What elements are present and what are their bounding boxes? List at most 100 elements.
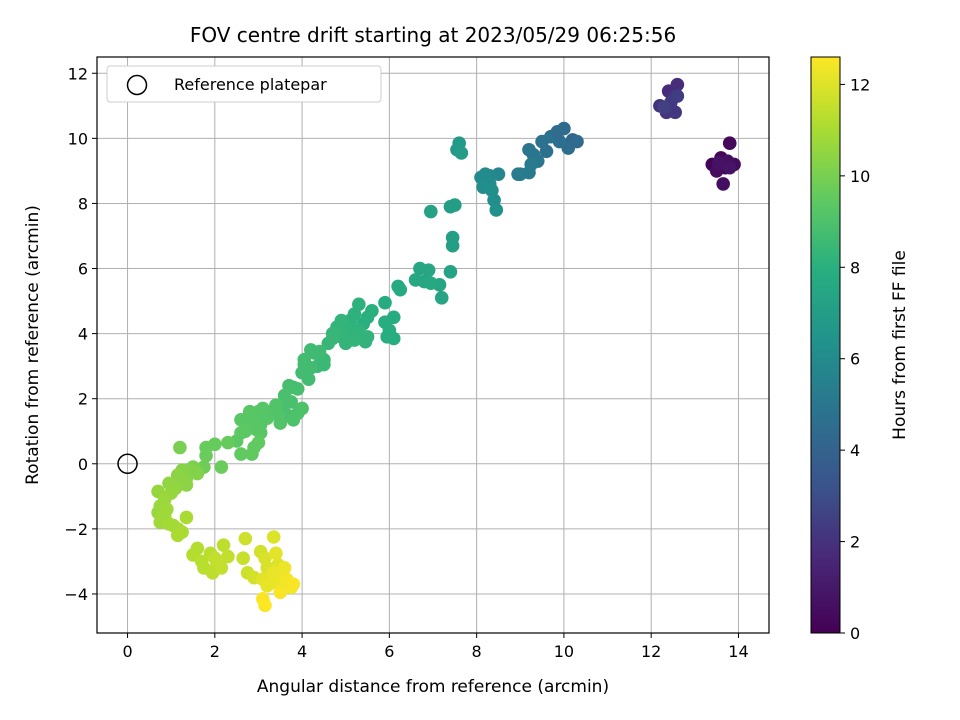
y-tick-label: 0	[78, 455, 88, 474]
y-tick-label: 8	[78, 194, 88, 213]
data-point	[524, 157, 538, 172]
data-point	[214, 561, 229, 575]
colorbar-tick-label: 10	[850, 167, 870, 186]
colorbar-ticks: 0 2 4 6 8 10 12	[840, 75, 870, 643]
y-tick-label: −2	[64, 520, 88, 539]
legend: Reference platepar	[106, 65, 382, 103]
chart-title: FOV centre drift starting at 2023/05/29 …	[190, 23, 676, 47]
x-tick-label: 14	[728, 642, 748, 661]
data-point	[301, 372, 316, 386]
legend-box	[106, 65, 382, 103]
data-point	[317, 357, 331, 372]
data-point	[251, 435, 266, 450]
data-point	[443, 199, 458, 214]
data-point	[173, 440, 187, 455]
data-point	[485, 183, 499, 198]
x-tick-label: 2	[210, 642, 220, 661]
colorbar-tick-label: 2	[850, 533, 860, 552]
data-point	[266, 565, 281, 580]
data-point	[216, 538, 231, 552]
colorbar-tick-label: 4	[850, 441, 860, 460]
reference-marker-group	[117, 453, 138, 475]
data-point	[245, 447, 259, 461]
colorbar-tick-label: 0	[850, 624, 860, 643]
data-point	[221, 435, 235, 450]
data-point	[179, 510, 194, 525]
data-point	[325, 331, 340, 346]
data-point	[269, 546, 283, 561]
data-point	[443, 264, 458, 279]
legend-label-reference: Reference platepar	[174, 75, 327, 94]
data-point	[424, 276, 438, 290]
data-point	[238, 531, 253, 546]
x-axis-ticks: 0 2 4 6 8 10 12 14	[122, 633, 749, 661]
x-tick-label: 6	[384, 642, 394, 661]
data-point	[273, 416, 288, 430]
data-point	[234, 447, 248, 461]
data-point	[179, 478, 194, 492]
data-point	[408, 273, 423, 287]
x-tick-label: 0	[122, 642, 132, 661]
y-tick-label: 12	[68, 64, 88, 83]
data-point	[273, 585, 288, 600]
data-point	[454, 146, 469, 160]
data-point	[214, 460, 229, 474]
data-point	[722, 136, 737, 151]
colorbar-label: Hours from first FF file	[890, 250, 910, 440]
data-point	[221, 549, 235, 564]
data-point	[434, 291, 449, 305]
data-point	[286, 577, 301, 591]
x-tick-label: 8	[472, 642, 482, 661]
data-point	[266, 530, 281, 544]
legend-marker-reference	[126, 74, 148, 96]
data-point	[670, 89, 685, 103]
x-tick-label: 10	[554, 642, 574, 661]
data-point	[393, 282, 408, 297]
data-point	[716, 177, 730, 191]
data-point	[413, 261, 427, 276]
data-point	[234, 426, 248, 440]
colorbar-tick-label: 8	[850, 258, 860, 277]
data-point	[295, 401, 309, 416]
data-points	[151, 77, 741, 613]
data-point	[312, 344, 327, 359]
x-tick-label: 12	[641, 642, 661, 661]
data-point	[258, 598, 272, 613]
data-point	[358, 334, 373, 349]
data-point	[297, 352, 312, 367]
y-tick-label: 10	[68, 129, 88, 148]
colorbar-tick-label: 6	[850, 350, 860, 369]
data-point	[522, 142, 536, 157]
data-point	[424, 204, 438, 219]
data-point	[170, 528, 185, 543]
data-point	[170, 468, 185, 482]
plot-frame	[96, 56, 770, 634]
data-point	[378, 295, 392, 310]
data-point	[670, 77, 685, 92]
data-point	[511, 167, 525, 181]
x-axis-label: Angular distance from reference (arcmin)	[257, 677, 609, 697]
data-point	[199, 448, 213, 463]
reference-platepar-marker	[117, 453, 138, 475]
data-point	[445, 238, 460, 253]
data-point	[570, 134, 584, 149]
y-axis-label: Rotation from reference (arcmin)	[23, 205, 43, 485]
y-tick-label: 6	[78, 260, 88, 279]
data-point	[550, 125, 565, 139]
data-point	[277, 561, 292, 575]
y-tick-label: 4	[78, 325, 88, 344]
data-point	[722, 160, 737, 175]
data-point	[338, 336, 353, 351]
data-point	[489, 203, 504, 217]
data-point	[657, 100, 672, 115]
y-tick-label: −4	[64, 585, 88, 604]
data-point	[208, 551, 222, 565]
y-axis-ticks: −4 −2 0 2 4 6 8 10 12	[64, 64, 97, 604]
data-point	[234, 413, 248, 427]
data-point	[286, 413, 301, 427]
x-tick-label: 4	[297, 642, 307, 661]
data-point	[386, 331, 401, 346]
data-point	[236, 551, 250, 565]
y-tick-label: 2	[78, 390, 88, 409]
